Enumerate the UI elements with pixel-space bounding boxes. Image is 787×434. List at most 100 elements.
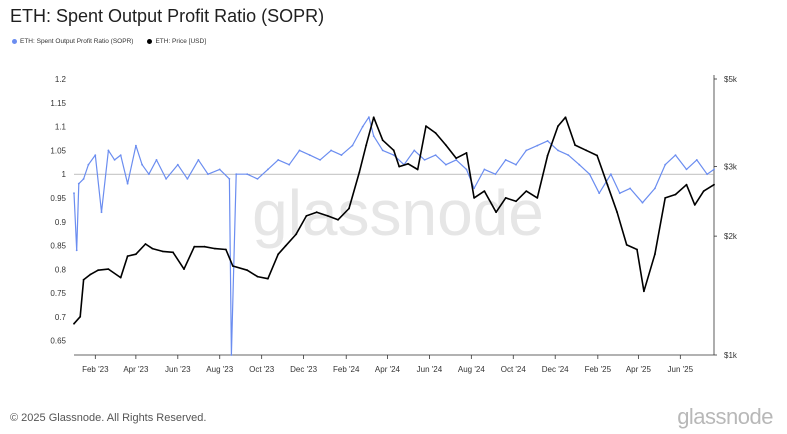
point-price — [73, 322, 75, 325]
point-sopr — [298, 149, 301, 152]
point-sopr — [100, 211, 103, 214]
point-price — [504, 197, 507, 199]
point-sopr — [392, 154, 395, 157]
point-price — [107, 268, 110, 270]
left-tick-label: 1.2 — [55, 75, 67, 84]
legend-swatch-sopr — [12, 39, 17, 44]
left-tick-label: 1.05 — [50, 146, 66, 155]
point-price — [305, 215, 308, 217]
point-price — [693, 204, 696, 206]
legend-label-sopr: ETH: Spent Output Profit Ratio (SOPR) — [20, 38, 134, 45]
point-price — [172, 251, 174, 254]
x-tick-label: Jun '25 — [668, 365, 694, 374]
x-tick-label: Aug '24 — [458, 365, 485, 374]
point-sopr — [372, 135, 375, 138]
point-price — [473, 197, 475, 199]
left-tick-label: 0.7 — [55, 313, 67, 322]
point-price — [564, 116, 567, 119]
point-price — [225, 248, 227, 251]
point-sopr — [107, 149, 110, 152]
point-price — [664, 197, 667, 199]
point-sopr — [473, 187, 475, 190]
point-price — [315, 211, 318, 214]
point-price — [416, 168, 419, 171]
point-sopr — [494, 173, 497, 176]
point-price — [536, 197, 539, 199]
legend-label-price: ETH: Price [USD] — [155, 38, 206, 45]
point-price — [337, 218, 339, 221]
point-price — [183, 268, 185, 270]
point-sopr — [546, 140, 549, 142]
point-sopr — [413, 149, 416, 152]
point-sopr — [267, 168, 269, 171]
point-price — [151, 247, 154, 250]
point-sopr — [141, 163, 144, 166]
series-line-price — [73, 116, 715, 325]
chart-title: ETH: Spent Output Profit Ratio (SOPR) — [10, 6, 325, 26]
left-tick-label: 0.8 — [55, 265, 67, 274]
point-price — [654, 253, 656, 256]
point-price — [144, 243, 147, 245]
point-price — [295, 233, 297, 236]
point-price — [643, 290, 645, 293]
left-tick-label: 1 — [62, 170, 67, 179]
point-sopr — [504, 159, 507, 161]
point-sopr — [135, 144, 137, 147]
point-sopr — [434, 154, 437, 157]
point-sopr — [82, 178, 85, 180]
point-price — [89, 273, 92, 276]
point-price — [119, 276, 122, 279]
point-price — [713, 183, 715, 186]
legend-item-sopr[interactable]: ETH: Spent Output Profit Ratio (SOPR) — [12, 38, 133, 45]
point-price — [267, 277, 269, 280]
footer-copyright: © 2025 Glassnode. All Rights Reserved. — [10, 412, 207, 424]
right-tick-label: $1k — [724, 351, 738, 360]
point-sopr — [525, 149, 528, 152]
point-price — [425, 125, 427, 127]
point-price — [193, 245, 196, 248]
point-sopr — [230, 354, 233, 356]
point-sopr — [567, 154, 570, 157]
point-sopr — [197, 159, 200, 161]
point-sopr — [557, 149, 559, 152]
point-price — [381, 139, 384, 142]
point-price — [231, 265, 234, 267]
point-sopr — [351, 144, 354, 147]
watermark: glassnode — [252, 177, 544, 249]
point-sopr — [515, 163, 517, 166]
point-price — [398, 165, 401, 168]
x-tick-label: Apr '25 — [626, 365, 652, 374]
x-tick-label: Jun '23 — [165, 365, 191, 374]
left-tick-label: 0.75 — [50, 289, 66, 298]
point-price — [465, 152, 468, 154]
point-sopr — [445, 163, 447, 166]
legend-item-price[interactable]: ETH: Price [USD] — [147, 38, 206, 45]
point-sopr — [465, 168, 468, 171]
point-sopr — [186, 178, 189, 180]
x-tick-label: Dec '24 — [542, 365, 569, 374]
point-price — [246, 269, 249, 272]
point-sopr — [218, 168, 221, 171]
point-sopr — [176, 163, 179, 166]
point-sopr — [308, 154, 311, 157]
point-price — [455, 157, 458, 160]
point-sopr — [654, 187, 656, 190]
point-sopr — [361, 125, 364, 128]
point-sopr — [119, 154, 122, 157]
x-tick-label: Oct '23 — [249, 365, 275, 374]
point-sopr — [77, 182, 80, 185]
point-sopr — [618, 192, 621, 195]
point-price — [515, 200, 517, 203]
point-sopr — [228, 178, 231, 180]
point-price — [326, 215, 329, 217]
point-sopr — [423, 159, 426, 161]
left-axis: 0.65 0.7 0.75 0.8 0.85 0.9 0.95 1 1.05 1.1 1.15 1.2 — [50, 75, 66, 346]
x-tick-label: Feb '23 — [82, 365, 109, 374]
point-price — [214, 247, 216, 250]
point-sopr — [288, 163, 291, 166]
point-price — [284, 244, 287, 247]
right-axis: $1k $2k $3k $5k — [714, 75, 738, 360]
point-sopr — [629, 187, 631, 190]
point-sopr — [695, 159, 698, 161]
glassnode-logo: glassnode — [677, 404, 773, 429]
